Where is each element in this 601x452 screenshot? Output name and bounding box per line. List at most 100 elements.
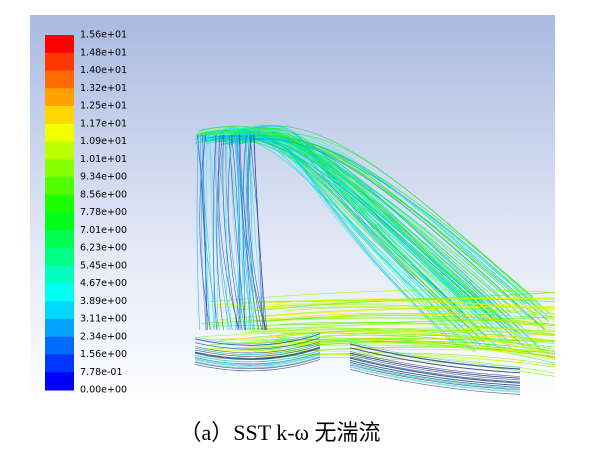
streamline [204,128,495,313]
colorbar-label: 1.01e+01 [80,154,127,165]
color-block [45,354,74,373]
color-block [45,35,74,54]
streamline [217,134,240,331]
colorbar-label: 0.00e+00 [80,385,127,396]
colorbar: 1.56e+01 1.48e+01 1.40e+01 1.32e+01 1.25e+01… [45,30,127,396]
streamline [223,132,489,333]
streamline [349,351,521,377]
streamline [243,134,267,331]
color-block [45,106,74,125]
color-block [45,283,74,302]
streamline [349,357,521,383]
streamline [349,366,521,392]
streamline [195,134,215,331]
streamline [201,134,207,331]
streamline [349,354,521,381]
streamline [194,353,321,366]
streamline [349,362,521,388]
streamline [349,347,521,374]
streamline [256,340,556,360]
streamline [194,353,321,366]
streamline [194,346,321,359]
color-block [45,52,74,71]
streamline [208,337,556,358]
color-block [45,159,74,178]
color-block [45,372,74,391]
streamline [203,350,556,368]
streamline [283,306,556,332]
streamline [234,125,550,314]
colorbar-label: 4.67e+00 [80,278,127,289]
streamlines [194,125,556,395]
streamline [249,322,556,332]
colorbar-label: 1.32e+01 [80,83,127,94]
streamline [349,341,521,368]
streamline [220,312,556,321]
streamline [194,334,321,347]
color-block [45,88,74,107]
streamline [194,344,321,357]
color-block [45,212,74,231]
streamline [208,134,218,331]
colorbar-label: 1.56e+01 [80,30,127,41]
color-block [45,301,74,320]
colorbar-label: 1.56e+00 [80,349,127,360]
streamline [349,363,521,389]
streamline [234,134,241,331]
streamline [223,129,514,328]
colorbar-label: 1.25e+01 [80,101,127,112]
streamline [349,364,521,391]
streamline [200,331,556,350]
streamline [261,323,556,335]
streamline [349,352,521,379]
streamline [236,127,481,330]
colorbar-label: 3.89e+00 [80,296,127,307]
colorbar-label: 5.45e+00 [80,260,127,271]
streamline [213,134,217,331]
color-block [45,336,74,355]
streamline [253,312,556,329]
colorbar-label: 1.48e+01 [80,47,127,58]
colorbar-label: 9.34e+00 [80,172,127,183]
colorbar-label: 7.78e-01 [80,367,123,378]
colorbar-label: 7.01e+00 [80,225,127,236]
streamline [196,134,200,331]
streamline [194,337,321,350]
streamline [222,134,239,331]
streamline [194,356,321,369]
streamline [205,134,211,331]
streamline [231,134,240,331]
streamline [240,328,556,336]
streamline [225,134,228,331]
streamline [247,134,262,331]
streamline [194,350,321,363]
colorbar-label: 1.09e+01 [80,136,127,147]
streamline [194,359,321,372]
color-block [45,248,74,267]
streamline [252,298,556,312]
streamline [194,354,321,367]
streamline [194,347,321,360]
streamline [253,340,556,352]
colorbar-label: 1.17e+01 [80,118,127,129]
colorbar-label: 8.56e+00 [80,189,127,200]
streamline [226,138,545,331]
caption: （a）SST k-ω 无湍流 [179,420,380,445]
colorbar-label: 6.23e+00 [80,243,127,254]
color-block [45,123,74,142]
streamline [349,356,521,383]
streamline [215,137,517,333]
streamline [238,349,556,352]
streamline [349,344,521,370]
streamline [349,363,521,390]
streamline [251,328,556,342]
streamline [227,134,248,331]
color-block [45,70,74,89]
color-block [45,319,74,338]
streamline [216,134,232,331]
colorbar-label: 7.78e+00 [80,207,127,218]
color-block [45,177,74,196]
streamline [349,357,521,384]
streamline [194,351,321,365]
